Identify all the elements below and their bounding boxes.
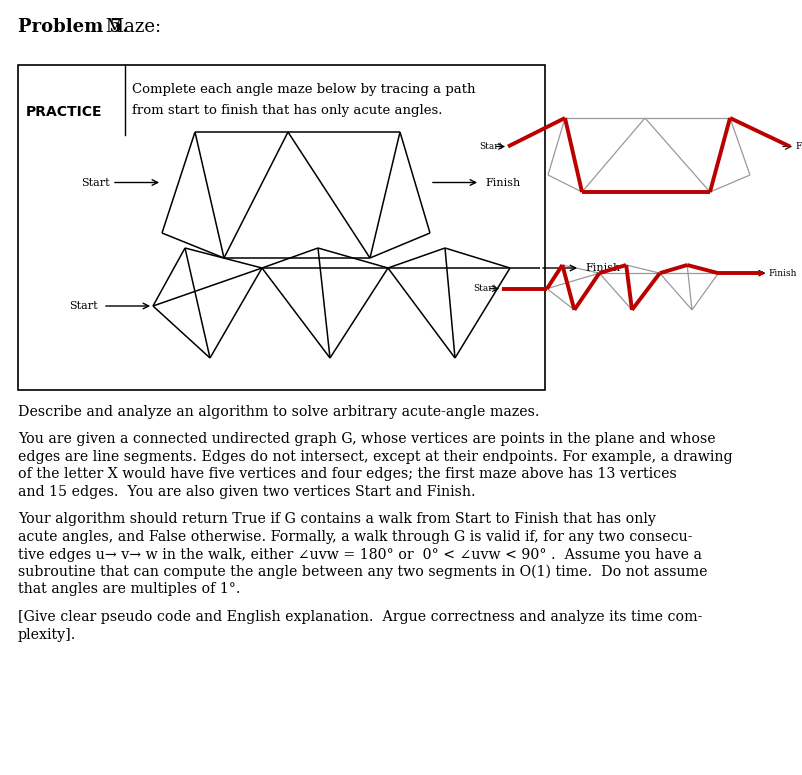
Text: Maze:: Maze: bbox=[100, 18, 161, 36]
Text: PRACTICE: PRACTICE bbox=[26, 105, 103, 119]
Text: tive edges u→ v→ w in the walk, either ∠uvw = 180° or  0° < ∠uvw < 90° .  Assume: tive edges u→ v→ w in the walk, either ∠… bbox=[18, 547, 701, 562]
Text: Start: Start bbox=[81, 177, 110, 188]
Text: Start: Start bbox=[473, 284, 496, 293]
Text: and 15 edges.  You are also given two vertices Start and Finish.: and 15 edges. You are also given two ver… bbox=[18, 485, 475, 499]
Text: Finish: Finish bbox=[794, 142, 802, 151]
Text: Finish: Finish bbox=[484, 177, 520, 188]
Text: Your algorithm should return True if G contains a walk from Start to Finish that: Your algorithm should return True if G c… bbox=[18, 512, 655, 526]
Text: You are given a connected undirected graph G, whose vertices are points in the p: You are given a connected undirected gra… bbox=[18, 432, 715, 446]
Text: from start to finish that has only acute angles.: from start to finish that has only acute… bbox=[132, 104, 442, 117]
Text: acute angles, and False otherwise. Formally, a walk through G is valid if, for a: acute angles, and False otherwise. Forma… bbox=[18, 530, 691, 544]
Text: Start: Start bbox=[69, 301, 98, 311]
Text: subroutine that can compute the angle between any two segments in O(1) time.  Do: subroutine that can compute the angle be… bbox=[18, 565, 707, 580]
Text: that angles are multiples of 1°.: that angles are multiples of 1°. bbox=[18, 583, 241, 597]
Text: Finish: Finish bbox=[768, 269, 796, 277]
Text: [Give clear pseudo code and English explanation.  Argue correctness and analyze : [Give clear pseudo code and English expl… bbox=[18, 610, 702, 624]
Text: Problem 5.: Problem 5. bbox=[18, 18, 128, 36]
Text: plexity].: plexity]. bbox=[18, 628, 76, 642]
Text: edges are line segments. Edges do not intersect, except at their endpoints. For : edges are line segments. Edges do not in… bbox=[18, 450, 731, 464]
Text: Start: Start bbox=[479, 142, 502, 151]
Text: Finish: Finish bbox=[585, 263, 619, 273]
Text: Complete each angle maze below by tracing a path: Complete each angle maze below by tracin… bbox=[132, 83, 475, 96]
Text: Describe and analyze an algorithm to solve arbitrary acute-angle mazes.: Describe and analyze an algorithm to sol… bbox=[18, 405, 539, 419]
Text: of the letter X would have five vertices and four edges; the first maze above ha: of the letter X would have five vertices… bbox=[18, 467, 676, 481]
